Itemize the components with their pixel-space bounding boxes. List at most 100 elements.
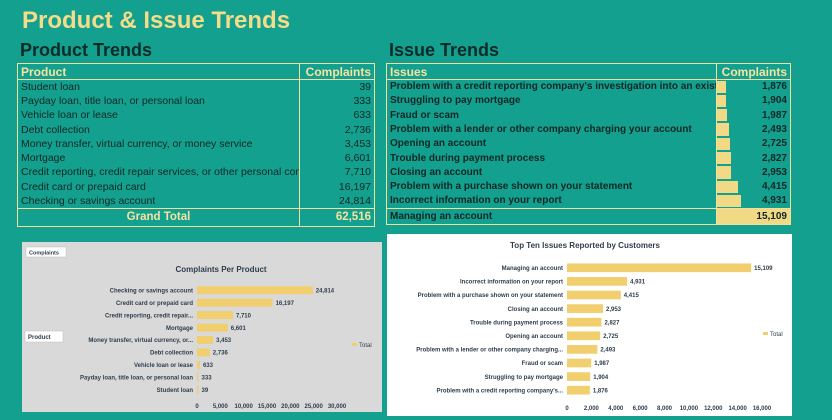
product-count[interactable]: 333: [299, 93, 375, 109]
issue-label[interactable]: Incorrect information on your report: [386, 193, 717, 209]
data-label: 39: [202, 388, 209, 394]
product-count[interactable]: 6,601: [299, 150, 375, 166]
issue-count[interactable]: 1,987: [716, 108, 791, 123]
issue-trends-title: Issue Trends: [389, 40, 500, 60]
issue-row[interactable]: Problem with a lender or other company c…: [386, 122, 791, 137]
legend-label: Total: [770, 332, 783, 338]
data-label: 1,987: [594, 361, 610, 367]
bar: [197, 336, 214, 344]
axis-field-button[interactable]: [24, 330, 64, 343]
field-button-label: Complaints: [29, 251, 59, 257]
top-issue-label[interactable]: Managing an account: [386, 207, 717, 225]
product-count[interactable]: 24,814: [299, 193, 375, 209]
issue-count[interactable]: 2,725: [716, 136, 791, 151]
issue-label[interactable]: Fraud or scam: [386, 108, 717, 123]
category-label: Incorrect information on your report: [460, 280, 563, 286]
product-count[interactable]: 2,736: [299, 122, 375, 137]
product-count[interactable]: 7,710: [299, 165, 375, 180]
issue-count-value: 2,827: [761, 152, 787, 164]
product-row[interactable]: Credit reporting, credit repair services…: [17, 165, 375, 180]
product-row[interactable]: Vehicle loan or lease 633: [17, 108, 375, 123]
data-label: 2,827: [604, 320, 620, 326]
product-row[interactable]: Mortgage 6,601: [17, 150, 375, 166]
issue-count-value: 4,931: [761, 195, 787, 207]
complaints-header[interactable]: Complaints: [299, 63, 375, 80]
complaints-per-product-chart[interactable]: Complaints Product Complaints Per Product C…: [22, 242, 382, 412]
category-label: Credit reporting, credit repair...: [105, 313, 193, 319]
issue-count[interactable]: 2,827: [716, 150, 791, 166]
issue-count[interactable]: 4,415: [716, 179, 791, 194]
data-label: 2,953: [606, 307, 622, 313]
issue-label[interactable]: Problem with a credit reporting company'…: [386, 79, 717, 94]
product-row[interactable]: Payday loan, title loan, or personal loa…: [17, 93, 375, 109]
product-count[interactable]: 633: [299, 108, 375, 123]
product-label[interactable]: Credit reporting, credit repair services…: [17, 165, 300, 180]
issue-count[interactable]: 1,904: [716, 93, 791, 109]
product-row[interactable]: Credit card or prepaid card 16,197: [17, 179, 375, 194]
issue-count-value: 2,493: [761, 124, 787, 136]
grand-total-value[interactable]: 62,516: [299, 207, 375, 227]
category-label: Problem with a credit reporting company'…: [437, 388, 564, 394]
top-issue-row[interactable]: Managing an account 15,109: [386, 207, 791, 225]
x-tick-label: 5,000: [213, 404, 229, 410]
grand-total-row[interactable]: Grand Total 62,516: [17, 207, 375, 227]
top-issues-chart[interactable]: Top Ten Issues Reported by Customers Mana…: [387, 234, 792, 416]
product-row[interactable]: Student loan 39: [17, 79, 375, 94]
product-row[interactable]: Money transfer, virtual currency, or mon…: [17, 136, 375, 151]
product-label[interactable]: Mortgage: [17, 150, 300, 166]
issue-label[interactable]: Problem with a lender or other company c…: [386, 122, 717, 137]
product-label[interactable]: Checking or savings account: [17, 193, 300, 209]
issue-complaints-header[interactable]: Complaints: [716, 63, 791, 80]
field-button[interactable]: [25, 246, 67, 258]
page-title: Product & Issue Trends: [22, 7, 291, 34]
issue-row[interactable]: Incorrect information on your report 4,93…: [386, 193, 791, 209]
data-bar: [717, 151, 731, 165]
issue-label[interactable]: Problem with a purchase shown on your st…: [386, 179, 717, 194]
bar: [567, 372, 591, 381]
issue-row[interactable]: Problem with a purchase shown on your st…: [386, 179, 791, 194]
issue-label[interactable]: Struggling to pay mortgage: [386, 93, 717, 109]
bar: [197, 360, 200, 369]
product-label[interactable]: Student loan: [17, 79, 300, 94]
issue-row[interactable]: Opening an account 2,725: [386, 136, 791, 151]
category-label: Vehicle loan or lease: [134, 363, 194, 369]
x-tick-label: 14,000: [728, 406, 747, 412]
product-label[interactable]: Credit card or prepaid card: [17, 179, 300, 194]
issue-count[interactable]: 2,493: [716, 122, 791, 137]
product-count[interactable]: 3,453: [299, 136, 375, 151]
grand-total-label[interactable]: Grand Total: [17, 207, 300, 227]
product-pivot-table[interactable]: Product Complaints Student loan 39 Payday …: [17, 63, 375, 227]
issue-row[interactable]: Problem with a credit reporting company'…: [386, 79, 791, 94]
issue-row[interactable]: Closing an account 2,953: [386, 165, 791, 180]
issue-pivot-table[interactable]: Issues Complaints Problem with a credit …: [386, 63, 791, 225]
product-row[interactable]: Debt collection 2,736: [17, 122, 375, 137]
issue-count[interactable]: 4,931: [716, 193, 791, 209]
issue-count[interactable]: 1,876: [716, 79, 791, 94]
product-label[interactable]: Debt collection: [17, 122, 300, 137]
product-header[interactable]: Product: [17, 63, 300, 80]
issue-row[interactable]: Struggling to pay mortgage 1,904: [386, 93, 791, 109]
product-count[interactable]: 16,197: [299, 179, 375, 194]
data-label: 2,736: [213, 351, 229, 357]
x-tick-label: 12,000: [704, 406, 723, 412]
product-label[interactable]: Money transfer, virtual currency, or mon…: [17, 136, 300, 151]
top-issue-count[interactable]: 15,109: [716, 207, 791, 225]
issue-count[interactable]: 2,953: [716, 165, 791, 180]
x-tick-label: 6,000: [633, 406, 649, 412]
product-label[interactable]: Vehicle loan or lease: [17, 108, 300, 123]
issue-label[interactable]: Trouble during payment process: [386, 150, 717, 166]
x-tick-label: 8,000: [657, 406, 673, 412]
legend-swatch: [352, 343, 357, 346]
issue-row[interactable]: Trouble during payment process 2,827: [386, 150, 791, 166]
x-tick-label: 0: [565, 406, 569, 412]
issue-row[interactable]: Fraud or scam 1,987: [386, 108, 791, 123]
issues-chart-svg: Top Ten Issues Reported by Customers Mana…: [416, 241, 783, 412]
product-row[interactable]: Checking or savings account 24,814: [17, 193, 375, 209]
bar: [567, 385, 590, 395]
bar: [567, 358, 592, 368]
product-count[interactable]: 39: [299, 79, 375, 94]
issue-label[interactable]: Opening an account: [386, 136, 717, 151]
product-label[interactable]: Payday loan, title loan, or personal loa…: [17, 93, 300, 109]
issues-header[interactable]: Issues: [386, 63, 717, 80]
issue-label[interactable]: Closing an account: [386, 165, 717, 180]
